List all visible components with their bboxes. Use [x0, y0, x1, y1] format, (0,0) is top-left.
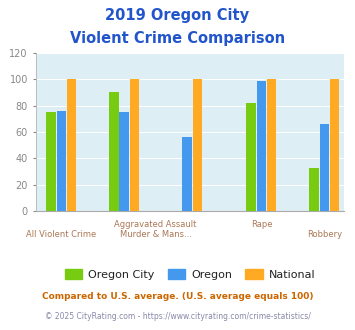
- Bar: [330, 79, 339, 211]
- Bar: [257, 81, 266, 211]
- Text: Aggravated Assault: Aggravated Assault: [114, 220, 197, 229]
- Legend: Oregon City, Oregon, National: Oregon City, Oregon, National: [60, 264, 320, 284]
- Text: Robbery: Robbery: [307, 230, 342, 239]
- Bar: [193, 79, 202, 211]
- Text: All Violent Crime: All Violent Crime: [26, 230, 96, 239]
- Text: Violent Crime Comparison: Violent Crime Comparison: [70, 31, 285, 46]
- Bar: [246, 103, 256, 211]
- Bar: [56, 111, 66, 211]
- Text: Compared to U.S. average. (U.S. average equals 100): Compared to U.S. average. (U.S. average …: [42, 292, 313, 301]
- Text: 2019 Oregon City: 2019 Oregon City: [105, 8, 250, 23]
- Bar: [320, 124, 329, 211]
- Bar: [46, 112, 56, 211]
- Bar: [130, 79, 139, 211]
- Bar: [109, 92, 119, 211]
- Text: Murder & Mans...: Murder & Mans...: [120, 230, 192, 239]
- Bar: [119, 112, 129, 211]
- Bar: [182, 137, 192, 211]
- Bar: [267, 79, 277, 211]
- Bar: [309, 168, 319, 211]
- Bar: [67, 79, 76, 211]
- Text: © 2025 CityRating.com - https://www.cityrating.com/crime-statistics/: © 2025 CityRating.com - https://www.city…: [45, 312, 310, 321]
- Text: Rape: Rape: [251, 220, 272, 229]
